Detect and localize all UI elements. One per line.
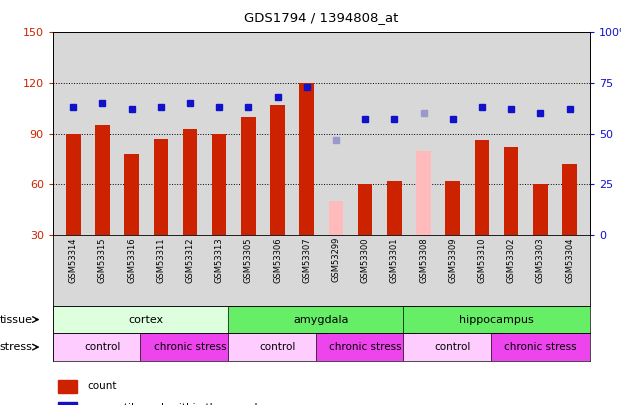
Text: stress: stress	[0, 342, 32, 352]
Bar	[474, 141, 489, 235]
Text: GSM53299: GSM53299	[332, 237, 340, 282]
Bar	[491, 333, 590, 361]
Bar	[53, 306, 240, 333]
Bar	[329, 201, 343, 235]
Text: control: control	[84, 342, 120, 352]
Text: hippocampus: hippocampus	[459, 315, 534, 324]
Bar	[95, 125, 110, 235]
Text: GSM53311: GSM53311	[156, 237, 165, 283]
Bar	[241, 117, 256, 235]
Text: tissue: tissue	[0, 315, 32, 324]
Bar	[228, 333, 327, 361]
Text: chronic stress: chronic stress	[504, 342, 577, 352]
Bar	[403, 333, 502, 361]
Text: chronic stress: chronic stress	[329, 342, 401, 352]
Bar	[228, 306, 415, 333]
Text: GSM53313: GSM53313	[215, 237, 224, 283]
Bar	[183, 129, 197, 235]
Bar	[66, 134, 81, 235]
Bar	[445, 181, 460, 235]
Bar	[140, 333, 240, 361]
Text: GSM53315: GSM53315	[98, 237, 107, 283]
Text: cortex: cortex	[129, 315, 164, 324]
Text: chronic stress: chronic stress	[153, 342, 226, 352]
Text: amygdala: amygdala	[294, 315, 349, 324]
Bar	[562, 164, 577, 235]
Text: GSM53306: GSM53306	[273, 237, 282, 283]
Text: GSM53300: GSM53300	[361, 237, 369, 283]
Bar	[53, 333, 152, 361]
Text: GDS1794 / 1394808_at: GDS1794 / 1394808_at	[244, 11, 399, 24]
Bar	[270, 105, 285, 235]
Bar	[212, 134, 227, 235]
Bar	[299, 83, 314, 235]
Text: GSM53303: GSM53303	[536, 237, 545, 283]
Bar	[58, 402, 77, 405]
Text: count: count	[88, 381, 117, 391]
Text: GSM53302: GSM53302	[507, 237, 515, 283]
Text: control: control	[260, 342, 296, 352]
Bar	[58, 380, 77, 392]
Text: control: control	[435, 342, 471, 352]
Text: GSM53308: GSM53308	[419, 237, 428, 283]
Text: GSM53304: GSM53304	[565, 237, 574, 283]
Bar	[504, 147, 519, 235]
Text: GSM53301: GSM53301	[390, 237, 399, 283]
Text: GSM53305: GSM53305	[244, 237, 253, 283]
Text: GSM53312: GSM53312	[186, 237, 194, 283]
Bar	[124, 154, 139, 235]
Bar	[416, 151, 431, 235]
Bar	[387, 181, 402, 235]
Bar	[533, 184, 548, 235]
Text: GSM53307: GSM53307	[302, 237, 311, 283]
Bar	[153, 139, 168, 235]
Text: GSM53314: GSM53314	[69, 237, 78, 283]
Bar	[358, 184, 373, 235]
Text: GSM53310: GSM53310	[478, 237, 486, 283]
Bar	[403, 306, 590, 333]
Bar	[315, 333, 415, 361]
Text: GSM53316: GSM53316	[127, 237, 136, 283]
Text: GSM53309: GSM53309	[448, 237, 457, 283]
Text: percentile rank within the sample: percentile rank within the sample	[88, 403, 263, 405]
